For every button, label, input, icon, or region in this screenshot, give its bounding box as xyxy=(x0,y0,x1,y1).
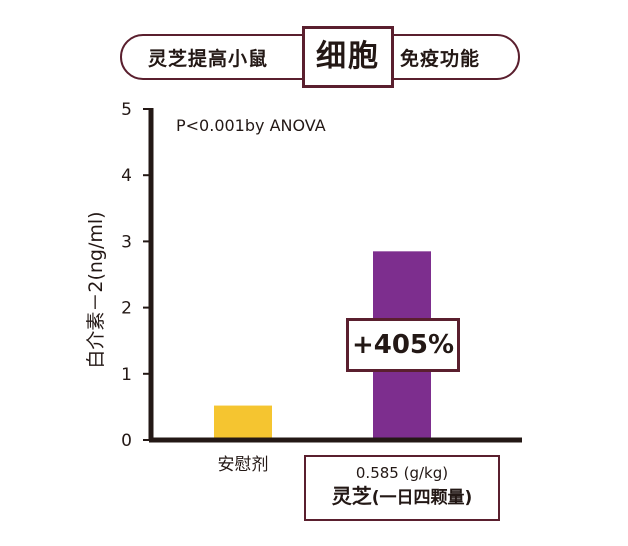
p-value-annotation: P<0.001by ANOVA xyxy=(176,116,326,135)
treatment-dose: 0.585 (g/kg) xyxy=(355,464,449,482)
y-tick-label: 2 xyxy=(121,299,132,319)
y-tick-label: 0 xyxy=(121,431,132,451)
title-banner: 灵芝提高小鼠 细胞 免疫功能 xyxy=(120,26,520,88)
category-label-placebo: 安慰剂 xyxy=(218,455,269,475)
y-tick-label: 1 xyxy=(121,365,132,385)
treatment-detail: (一日四颗量) xyxy=(371,488,473,508)
title-left-text: 灵芝提高小鼠 xyxy=(148,48,269,70)
treatment-name: 灵芝 xyxy=(331,484,372,508)
y-axis-title: 白介素－2(ng/ml) xyxy=(85,211,107,368)
y-tick-label: 3 xyxy=(121,232,132,252)
treatment-label-box: 0.585 (g/kg) 灵芝(一日四颗量) xyxy=(304,455,500,521)
y-tick-label: 5 xyxy=(121,100,132,120)
y-tick-label: 4 xyxy=(121,166,132,186)
title-right-text: 免疫功能 xyxy=(400,48,481,70)
increase-percent-label: +405% xyxy=(346,318,460,372)
treatment-name-line: 灵芝(一日四颗量) xyxy=(306,483,498,511)
title-highlight-text: 细胞 xyxy=(302,26,394,88)
bar-placebo xyxy=(214,405,272,440)
